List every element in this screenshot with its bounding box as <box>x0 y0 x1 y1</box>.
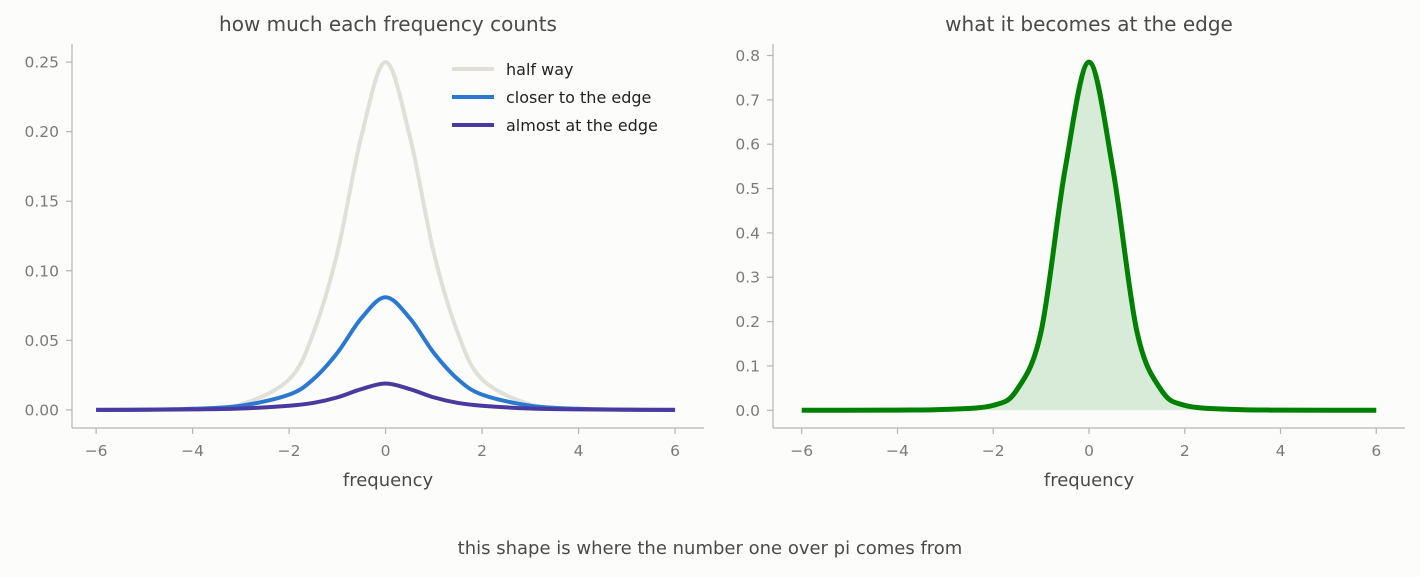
y-tick-label: 0.00 <box>24 401 59 419</box>
y-tick-label: 0.4 <box>735 224 760 242</box>
y-tick-label: 0.10 <box>24 262 59 280</box>
x-tick-label: −6 <box>790 442 813 460</box>
legend-label: closer to the edge <box>506 88 651 107</box>
legend-label: almost at the edge <box>506 116 658 135</box>
y-tick-label: 0.3 <box>735 269 760 287</box>
x-tick-label: −4 <box>181 442 204 460</box>
x-tick-label: −4 <box>886 442 909 460</box>
area-fill <box>801 62 1377 411</box>
y-tick-label: 0.0 <box>735 402 760 420</box>
chart-1: how much each frequency counts −6 −4 −2 0 2 4 6… <box>24 12 704 491</box>
y-tick-label: 0.20 <box>24 123 59 141</box>
chart-title: what it becomes at the edge <box>945 12 1233 36</box>
x-tick-label: 6 <box>1371 442 1381 460</box>
x-tick-label: 4 <box>1276 442 1286 460</box>
x-tick-label: −2 <box>278 442 301 460</box>
x-tick-label: −6 <box>85 442 108 460</box>
series-line-almost-at-the-edge <box>96 381 676 412</box>
y-tick-label: 0.1 <box>735 357 760 375</box>
x-tick-label: 0 <box>1084 442 1094 460</box>
x-tick-label: 0 <box>381 442 391 460</box>
charts-svg: how much each frequency counts −6 −4 −2 0 2 4 6… <box>24 12 1405 491</box>
series-line <box>801 59 1377 413</box>
y-tick-label: 0.2 <box>735 313 760 331</box>
y-tick-label: 0.25 <box>24 54 59 72</box>
x-tick-label: 6 <box>670 442 680 460</box>
x-tick-label: −2 <box>982 442 1005 460</box>
legend-label: half way <box>506 60 573 79</box>
figure-caption: this shape is where the number one over … <box>457 538 963 559</box>
x-tick-label: 2 <box>1180 442 1190 460</box>
series-line-closer-to-the-edge <box>96 295 676 412</box>
x-tick-label: 2 <box>477 442 487 460</box>
chart-title: how much each frequency counts <box>219 12 557 36</box>
x-axis-label: frequency <box>343 470 434 491</box>
y-tick-label: 0.15 <box>24 193 59 211</box>
x-tick-label: 4 <box>574 442 584 460</box>
x-axis-label: frequency <box>1044 470 1135 491</box>
y-tick-label: 0.8 <box>735 47 760 65</box>
y-tick-label: 0.7 <box>735 91 760 109</box>
series-line-half-way <box>96 60 676 412</box>
y-tick-label: 0.6 <box>735 136 760 154</box>
legend: half way closer to the edge almost at the … <box>452 60 658 135</box>
y-tick-label: 0.05 <box>24 332 59 350</box>
y-tick-label: 0.5 <box>735 180 760 198</box>
chart-2: what it becomes at the edge −6 −4 −2 0 2 4 6 0.0… <box>735 12 1405 491</box>
